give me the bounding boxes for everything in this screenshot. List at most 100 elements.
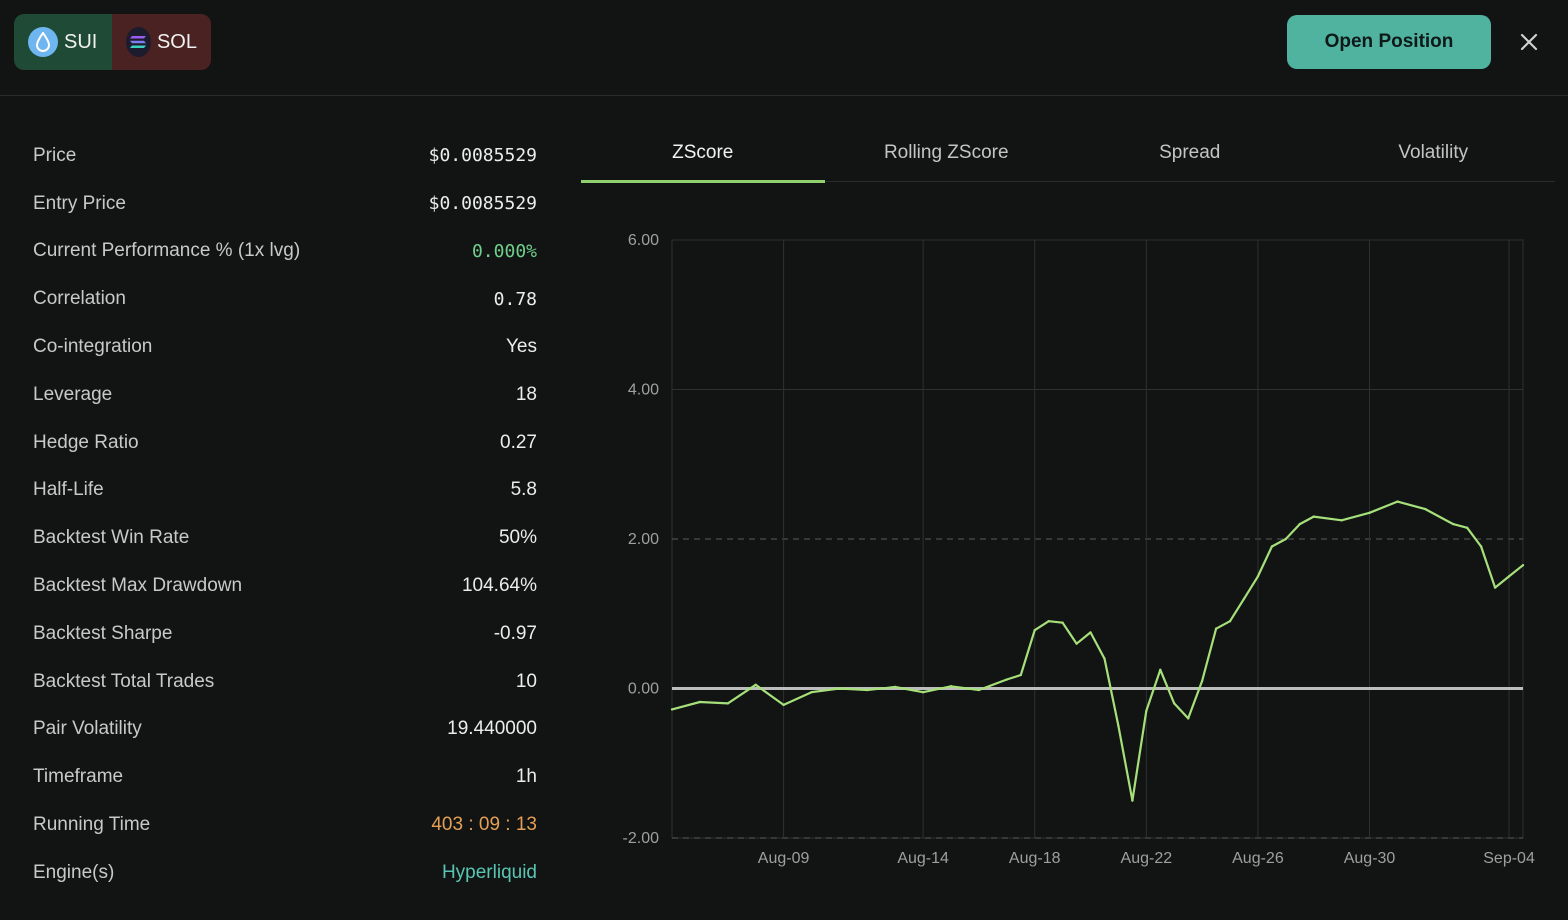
- data-point: [1103, 657, 1106, 660]
- stat-row-hedge-ratio: Hedge Ratio 0.27: [33, 419, 537, 467]
- data-point: [1019, 673, 1022, 677]
- token-a-label: SUI: [64, 30, 98, 53]
- stat-value: 5.8: [510, 479, 537, 501]
- header: SUI SOL Open Position: [0, 0, 1568, 96]
- pair-selector[interactable]: SUI SOL: [14, 14, 211, 70]
- stat-row-leverage: Leverage 18: [33, 371, 537, 419]
- stat-label: Entry Price: [33, 192, 126, 214]
- data-point: [1493, 586, 1497, 589]
- token-b-label: SOL: [156, 30, 197, 53]
- solana-icon: [126, 27, 151, 57]
- y-tick-label: -2.00: [623, 830, 660, 847]
- data-point: [1284, 537, 1288, 541]
- stat-row-timeframe: Timeframe 1h: [33, 753, 537, 801]
- x-tick-label: Aug-14: [897, 850, 949, 867]
- stat-value: $0.0085529: [428, 193, 537, 215]
- token-sol[interactable]: SOL: [112, 14, 211, 70]
- stat-row-cointegration: Co-integration Yes: [33, 323, 537, 371]
- data-point: [1368, 511, 1371, 515]
- stat-value: 403 : 09 : 13: [431, 814, 537, 836]
- stat-value: 0.000%: [471, 240, 537, 262]
- stat-label: Current Performance % (1x lvg): [33, 240, 301, 262]
- stat-label: Leverage: [33, 383, 113, 405]
- stat-label: Engine(s): [33, 861, 115, 883]
- y-tick-label: 2.00: [628, 531, 659, 548]
- data-point: [921, 691, 925, 694]
- data-point: [698, 700, 702, 704]
- data-point: [726, 702, 730, 705]
- data-point: [1507, 575, 1511, 578]
- stat-row-entry-price: Entry Price $0.0085529: [33, 180, 537, 228]
- close-icon[interactable]: [1514, 27, 1544, 57]
- data-point: [1061, 621, 1064, 624]
- y-tick-label: 6.00: [628, 232, 659, 249]
- data-point: [1089, 631, 1092, 634]
- token-sui[interactable]: SUI: [14, 14, 112, 70]
- x-tick-label: Sep-04: [1483, 850, 1535, 867]
- stat-row-pair-volatility: Pair Volatility 19.440000: [33, 706, 537, 754]
- stat-row-price: Price $0.0085529: [33, 132, 537, 180]
- tab-volatility[interactable]: Volatility: [1398, 141, 1469, 163]
- x-tick-label: Aug-22: [1121, 850, 1173, 867]
- stat-row-max-drawdown: Backtest Max Drawdown 104.64%: [33, 562, 537, 610]
- stat-label: Correlation: [33, 288, 126, 310]
- tab-zscore[interactable]: ZScore: [581, 124, 825, 183]
- stat-row-total-trades: Backtest Total Trades 10: [33, 658, 537, 706]
- stat-value: 0.27: [500, 431, 537, 453]
- data-point: [949, 685, 953, 688]
- stat-label: Running Time: [33, 814, 151, 836]
- stat-label: Pair Volatility: [33, 718, 142, 740]
- data-point: [1145, 709, 1148, 713]
- data-point: [1033, 628, 1036, 632]
- data-point: [1131, 799, 1134, 802]
- y-tick-label: 4.00: [628, 382, 659, 399]
- data-point: [894, 685, 897, 689]
- stat-row-win-rate: Backtest Win Rate 50%: [33, 514, 537, 562]
- open-position-button[interactable]: Open Position: [1287, 15, 1491, 69]
- data-point: [1186, 717, 1190, 720]
- stat-value: 1h: [515, 766, 537, 788]
- engine-link[interactable]: Hyperliquid: [441, 861, 537, 883]
- data-point: [1047, 620, 1050, 623]
- data-point: [1117, 724, 1120, 728]
- data-point: [1256, 575, 1260, 578]
- data-point: [1424, 507, 1427, 511]
- stat-label: Backtest Sharpe: [33, 622, 173, 644]
- data-point: [1005, 678, 1009, 681]
- tab-rolling-zscore[interactable]: Rolling ZScore: [883, 141, 1009, 163]
- stat-label: Backtest Win Rate: [33, 527, 190, 549]
- data-point: [1479, 545, 1483, 548]
- y-tick-label: 0.00: [628, 681, 659, 698]
- data-point: [1214, 627, 1218, 630]
- data-point: [1340, 519, 1343, 522]
- stat-label: Co-integration: [33, 336, 153, 358]
- stat-value: 18: [515, 383, 537, 405]
- data-point: [1396, 500, 1399, 503]
- data-point: [1075, 642, 1078, 645]
- x-tick-label: Aug-18: [1009, 850, 1061, 867]
- stat-row-engines: Engine(s) Hyperliquid: [33, 849, 537, 897]
- data-point: [838, 687, 841, 690]
- stats-panel: Price $0.0085529 Entry Price $0.0085529 Cu…: [33, 132, 537, 897]
- data-point: [1452, 522, 1455, 526]
- stat-value: -0.97: [493, 622, 537, 644]
- x-tick-label: Aug-09: [758, 850, 810, 867]
- data-point: [1298, 522, 1301, 526]
- tab-spread[interactable]: Spread: [1159, 141, 1221, 163]
- stat-label: Backtest Total Trades: [33, 670, 215, 692]
- data-point: [1521, 563, 1525, 567]
- stat-row-running-time: Running Time 403 : 09 : 13: [33, 801, 537, 849]
- data-point: [1200, 679, 1204, 683]
- stat-label: Backtest Max Drawdown: [33, 575, 243, 597]
- data-point: [977, 688, 981, 692]
- data-point: [1270, 545, 1274, 548]
- zscore-series-line: [671, 500, 1524, 802]
- stat-row-half-life: Half-Life 5.8: [33, 467, 537, 515]
- stat-value: $0.0085529: [428, 145, 537, 167]
- stat-label: Price: [33, 144, 77, 166]
- data-point: [1173, 702, 1176, 705]
- stat-value: 10: [515, 670, 537, 692]
- stat-row-performance: Current Performance % (1x lvg) 0.000%: [33, 228, 537, 276]
- data-point: [1312, 515, 1315, 518]
- stat-row-correlation: Correlation 0.78: [33, 275, 537, 323]
